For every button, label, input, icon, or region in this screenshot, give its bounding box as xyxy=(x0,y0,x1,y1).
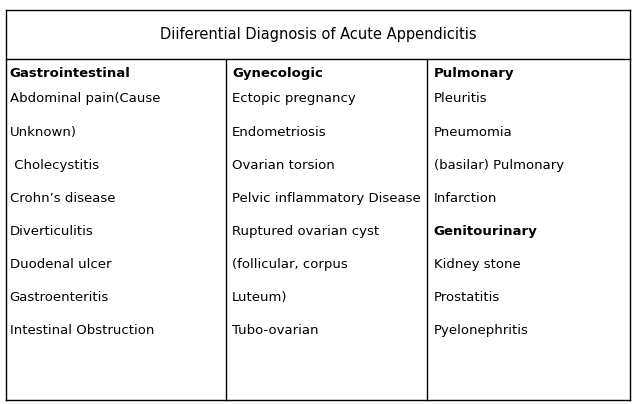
Text: Unknown): Unknown) xyxy=(10,126,76,139)
Text: Genitourinary: Genitourinary xyxy=(434,225,537,238)
Text: Prostatitis: Prostatitis xyxy=(434,291,500,304)
Text: Kidney stone: Kidney stone xyxy=(434,258,520,271)
Text: Cholecystitis: Cholecystitis xyxy=(10,159,99,172)
Text: Endometriosis: Endometriosis xyxy=(232,126,327,139)
Text: Pelvic inflammatory Disease: Pelvic inflammatory Disease xyxy=(232,192,421,205)
Text: Diiferential Diagnosis of Acute Appendicitis: Diiferential Diagnosis of Acute Appendic… xyxy=(160,27,476,42)
Text: Gastroenteritis: Gastroenteritis xyxy=(10,291,109,304)
Text: Abdominal pain(Cause: Abdominal pain(Cause xyxy=(10,93,160,105)
Text: Luteum): Luteum) xyxy=(232,291,287,304)
Text: Pulmonary: Pulmonary xyxy=(434,67,515,80)
Text: (follicular, corpus: (follicular, corpus xyxy=(232,258,348,271)
Text: Gastrointestinal: Gastrointestinal xyxy=(10,67,130,80)
Text: Intestinal Obstruction: Intestinal Obstruction xyxy=(10,324,154,337)
Text: Infarction: Infarction xyxy=(434,192,497,205)
Text: Gynecologic: Gynecologic xyxy=(232,67,323,80)
Text: Pyelonephritis: Pyelonephritis xyxy=(434,324,529,337)
Text: Ectopic pregnancy: Ectopic pregnancy xyxy=(232,93,356,105)
Text: Tubo-ovarian: Tubo-ovarian xyxy=(232,324,319,337)
Text: Crohn’s disease: Crohn’s disease xyxy=(10,192,115,205)
Text: Ovarian torsion: Ovarian torsion xyxy=(232,159,335,172)
Text: Pneumomia: Pneumomia xyxy=(434,126,513,139)
Text: Ruptured ovarian cyst: Ruptured ovarian cyst xyxy=(232,225,379,238)
Text: Duodenal ulcer: Duodenal ulcer xyxy=(10,258,111,271)
Text: Pleuritis: Pleuritis xyxy=(434,93,487,105)
Text: (basilar) Pulmonary: (basilar) Pulmonary xyxy=(434,159,564,172)
Text: Diverticulitis: Diverticulitis xyxy=(10,225,93,238)
